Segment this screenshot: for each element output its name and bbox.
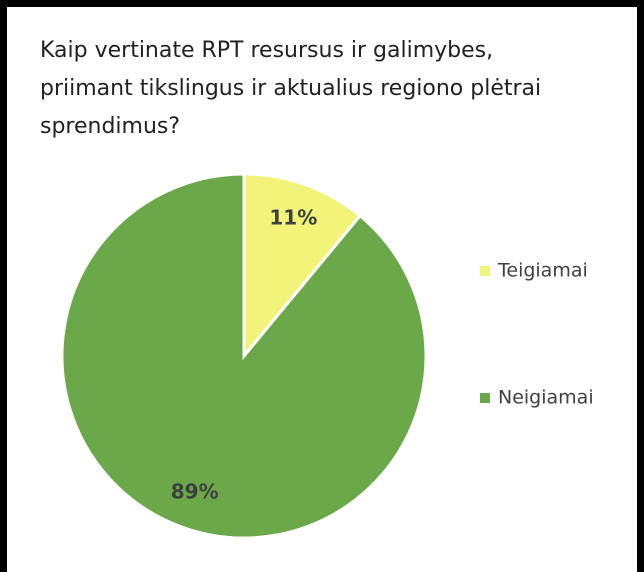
legend-label: Neigiamai (498, 387, 594, 409)
pie-slice (60, 172, 428, 540)
data-label: 11% (269, 206, 317, 230)
legend-swatch (480, 266, 490, 276)
legend-label: Teigiamai (497, 260, 588, 282)
pie-slice (242, 172, 363, 361)
chart-title: Kaip vertinate RPT resursus ir galimybes… (40, 38, 542, 139)
data-label: 89% (171, 479, 219, 503)
legend-swatch (480, 393, 490, 403)
